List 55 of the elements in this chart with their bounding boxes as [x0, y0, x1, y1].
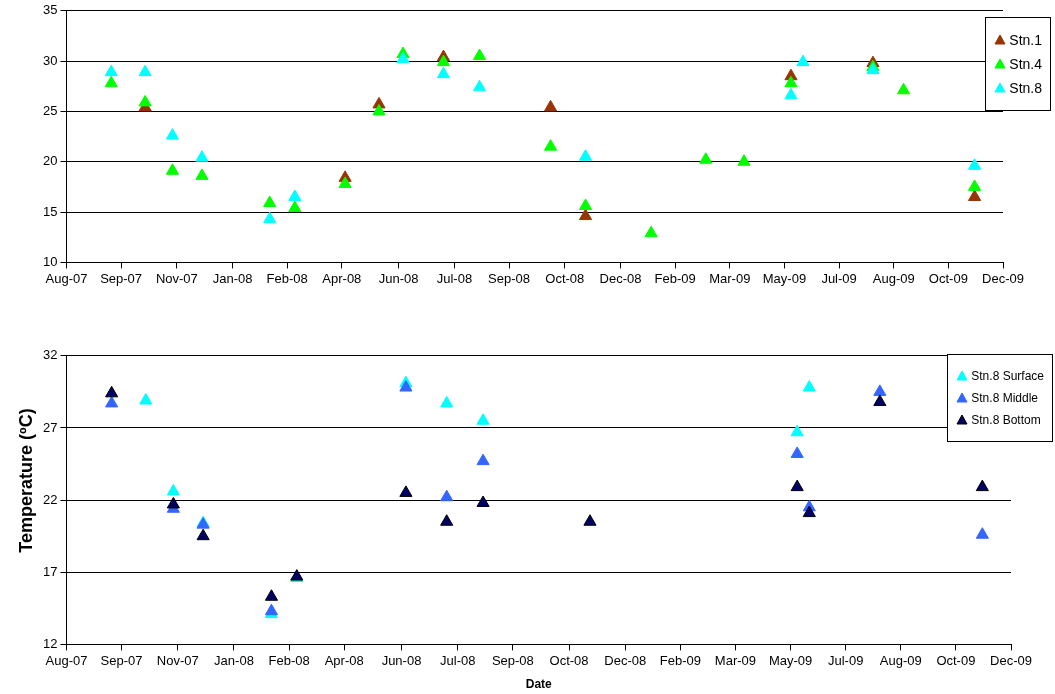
x-tick-label: Feb-08	[268, 652, 310, 668]
y-tick-label: 30	[42, 52, 58, 68]
x-tick-label: Jan-08	[214, 652, 254, 668]
x-tick-label: Oct-08	[545, 270, 585, 286]
x-tick-label: Apr-08	[322, 270, 362, 286]
legend-label: Stn.1	[1009, 31, 1042, 48]
y-tick-label: 12	[42, 635, 58, 651]
x-tick-label: Oct-09	[928, 270, 968, 286]
x-tick-label: Dec-08	[599, 270, 642, 286]
x-tick-label: Sep-07	[100, 652, 143, 668]
x-tick-label: Jun-08	[378, 270, 419, 286]
x-tick-label: May-09	[768, 652, 813, 668]
y-tick-label: 10	[42, 253, 58, 269]
y-tick-label: 17	[42, 563, 58, 579]
x-tick-label: Jun-08	[381, 652, 422, 668]
x-tick-label: Nov-07	[156, 652, 199, 668]
y-axis-title: Temperature (ºC)	[15, 407, 37, 553]
x-tick-label: Jan-08	[212, 270, 253, 286]
y-tick-label: 25	[42, 103, 58, 119]
x-axis-title: Date	[525, 677, 552, 691]
x-tick-label: Dec-08	[604, 652, 647, 668]
x-tick-label: Oct-09	[936, 652, 976, 668]
x-tick-label: Feb-09	[659, 652, 701, 668]
x-tick-label: Nov-07	[155, 270, 198, 286]
legend-label: Stn.8	[1009, 79, 1042, 96]
x-tick-label: Jul-08	[440, 652, 476, 668]
y-tick-label: 27	[42, 419, 58, 435]
x-tick-label: Oct-08	[549, 652, 589, 668]
x-tick-label: Feb-09	[654, 270, 696, 286]
legend-label: Stn.8 Surface	[971, 368, 1044, 383]
y-tick-label: 15	[42, 203, 58, 219]
y-tick-label: 20	[42, 153, 58, 169]
x-tick-label: Jul-09	[827, 652, 864, 668]
x-tick-label: Sep-08	[491, 652, 534, 668]
y-tick-label: 22	[42, 491, 58, 507]
legend-label: Stn.4	[1009, 55, 1042, 72]
y-tick-label: 32	[42, 347, 58, 363]
x-tick-label: Sep-08	[488, 270, 531, 286]
x-tick-label: Mar-09	[714, 652, 757, 668]
x-tick-label: Jul-09	[821, 270, 857, 286]
x-tick-label: Dec-09	[982, 270, 1024, 286]
x-tick-label: Aug-07	[45, 270, 88, 286]
x-tick-label: May-09	[762, 270, 807, 286]
legend-label: Stn.8 Bottom	[971, 412, 1041, 427]
legend-label: Stn.8 Middle	[971, 390, 1038, 405]
x-tick-label: Aug-07	[45, 652, 88, 668]
x-tick-label: Mar-09	[709, 270, 751, 286]
y-tick-label: 35	[42, 2, 58, 18]
x-tick-label: Apr-08	[324, 652, 364, 668]
x-tick-label: Jul-08	[436, 270, 473, 286]
x-tick-label: Aug-09	[872, 270, 915, 286]
x-tick-label: Dec-09	[990, 652, 1032, 668]
x-tick-label: Feb-08	[266, 270, 308, 286]
x-tick-label: Aug-09	[879, 652, 922, 668]
x-tick-label: Sep-07	[100, 270, 143, 286]
